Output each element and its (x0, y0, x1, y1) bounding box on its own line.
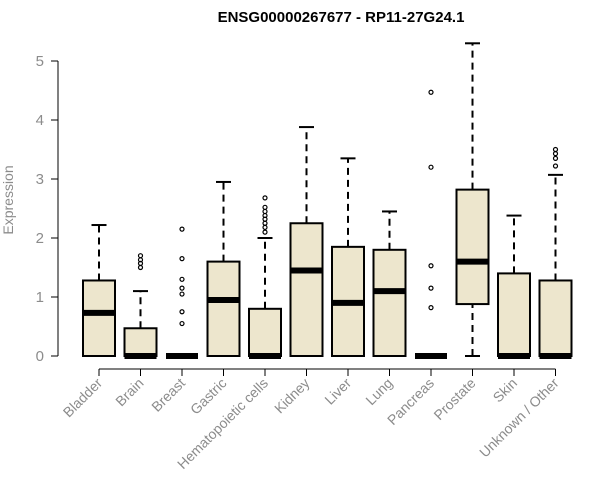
x-tick-label: Liver (321, 375, 354, 408)
box-body (538, 279, 573, 358)
outlier-point (262, 224, 268, 230)
y-tick-label: 5 (36, 53, 44, 70)
outlier-point (179, 291, 185, 297)
outlier-point (428, 285, 434, 291)
box-skin (497, 214, 531, 359)
outlier-point (179, 276, 185, 282)
outlier-point (179, 256, 185, 262)
outlier-point (179, 226, 185, 232)
box-brain (123, 253, 158, 359)
box-prostate (455, 42, 490, 357)
outlier-point (262, 204, 268, 210)
box-pancreas (415, 89, 447, 359)
box-breast (166, 226, 198, 359)
box-body (455, 188, 490, 306)
box-body (289, 222, 324, 357)
x-tick-label: Breast (148, 375, 188, 415)
outlier-point (428, 263, 434, 269)
box-bladder (82, 224, 116, 358)
x-tick-label: Bladder (60, 375, 106, 421)
plot-area (82, 42, 573, 359)
chart-title: ENSG00000267677 - RP11-27G24.1 (218, 9, 465, 26)
box-hematopoietic-cells (248, 195, 282, 359)
box-body (123, 327, 158, 357)
outlier-point (428, 89, 434, 95)
box-unknown-other (538, 146, 573, 359)
outlier-point (428, 164, 434, 170)
outlier-point (179, 309, 185, 315)
outlier-point (179, 320, 185, 327)
y-tick-label: 3 (36, 171, 44, 188)
x-tick-label: Brain (112, 375, 146, 409)
box-kidney (289, 126, 324, 357)
outlier-point (179, 285, 185, 291)
x-tick-label: Skin (490, 375, 521, 406)
outlier-point (262, 208, 268, 215)
y-tick-label: 2 (36, 230, 44, 247)
outlier-point (552, 155, 559, 161)
y-axis-label: Expression (0, 165, 16, 234)
x-tick-label: Kidney (271, 375, 313, 417)
box-lung (372, 210, 407, 357)
outlier-point (428, 305, 434, 311)
y-tick-label: 1 (36, 289, 44, 306)
y-axis: 0 1 2 3 4 5 (36, 53, 59, 365)
box-body (248, 307, 282, 357)
outlier-point (137, 264, 144, 271)
y-tick-label: 4 (36, 112, 44, 129)
y-tick-label: 0 (36, 348, 44, 365)
box-body (497, 272, 531, 357)
outlier-point (262, 220, 268, 226)
outlier-point (552, 146, 559, 153)
outlier-point (552, 163, 559, 169)
box-body (206, 260, 241, 358)
outlier-point (262, 195, 268, 201)
box-gastric (206, 180, 241, 358)
outlier-point (552, 151, 559, 157)
box-body (372, 248, 407, 357)
outlier-point (137, 253, 144, 259)
x-tick-label: Unknown / Other (476, 375, 562, 461)
box-liver (331, 157, 365, 358)
x-tick-label: Prostate (430, 375, 478, 423)
box-body (82, 279, 116, 358)
outlier-point (262, 229, 268, 235)
x-tick-label: Lung (362, 375, 395, 408)
